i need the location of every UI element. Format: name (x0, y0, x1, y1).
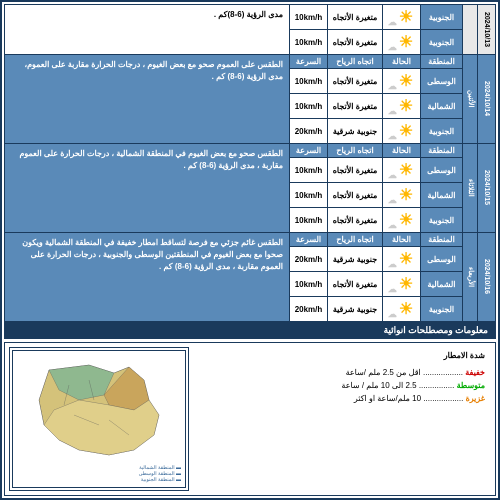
iraq-map: ▬ المنطقة الشمالية ▬ المنطقة الوسطى ▬ ال… (9, 347, 189, 491)
weather-icon: ☀☁ (383, 297, 421, 322)
rain-light: خفيفة .................. اقل من 2.5 ملم … (203, 368, 485, 377)
wind-direction: متغيرة الأتجاه (328, 208, 383, 233)
wind-direction: متغيرة الأتجاه (328, 183, 383, 208)
header-speed: السرعة (290, 233, 328, 247)
forecast-description: الطقس غائم جزئي مع فرصة لتساقط امطار خفي… (5, 233, 290, 322)
forecast-description: مدى الرؤية (6-8)كم . (5, 5, 290, 55)
region-cell: الوسطى (421, 158, 463, 183)
wind-speed: 10km/h (290, 5, 328, 30)
weather-icon: ☀☁ (383, 247, 421, 272)
day-cell: الأثنين (463, 55, 478, 144)
info-box: شدة الامطار خفيفة .................. اقل… (4, 342, 496, 496)
region-cell: الجنوبية (421, 5, 463, 30)
rain-moderate: متوسطة ................ 2.5 الى 10 ملم /… (203, 381, 485, 390)
wind-speed: 20km/h (290, 119, 328, 144)
wind-direction: متغيرة الأتجاه (328, 158, 383, 183)
wind-direction: متغيرة الأتجاه (328, 5, 383, 30)
header-winddir: اتجاه الرياح (328, 55, 383, 69)
wind-direction: متغيرة الأتجاه (328, 69, 383, 94)
weather-icon: ☀☁ (383, 272, 421, 297)
wind-direction: جنوبية شرقية (328, 119, 383, 144)
wind-speed: 10km/h (290, 158, 328, 183)
wind-speed: 10km/h (290, 94, 328, 119)
map-legend: ▬ المنطقة الشمالية ▬ المنطقة الوسطى ▬ ال… (17, 465, 181, 483)
region-cell: الشمالية (421, 272, 463, 297)
header-region: المنطقة (421, 144, 463, 158)
header-condition: الحالة (383, 233, 421, 247)
wind-speed: 10km/h (290, 272, 328, 297)
wind-speed: 10km/h (290, 208, 328, 233)
day-cell (463, 5, 478, 55)
region-cell: الوسطى (421, 69, 463, 94)
region-cell: الشمالية (421, 183, 463, 208)
wind-speed: 10km/h (290, 30, 328, 55)
header-condition: الحالة (383, 144, 421, 158)
day-cell: الثلاثاء (463, 144, 478, 233)
header-region: المنطقة (421, 233, 463, 247)
weather-document: 2024/10/13الجنوبية☀☁متغيرة الأتجاه10km/h… (0, 0, 500, 500)
region-cell: الجنوبية (421, 30, 463, 55)
weather-icon: ☀☁ (383, 69, 421, 94)
wind-speed: 20km/h (290, 247, 328, 272)
forecast-description: الطقس على العموم صحو مع بعض الغيوم ، درج… (5, 55, 290, 144)
header-speed: السرعة (290, 144, 328, 158)
wind-speed: 10km/h (290, 183, 328, 208)
rain-heavy: غزيرة .................. 10 ملم/ساعة او … (203, 394, 485, 403)
weather-icon: ☀☁ (383, 94, 421, 119)
wind-direction: متغيرة الأتجاه (328, 30, 383, 55)
region-cell: الجنوبية (421, 297, 463, 322)
region-cell: الشمالية (421, 94, 463, 119)
date-cell: 2024/10/14 (478, 55, 496, 144)
weather-icon: ☀☁ (383, 158, 421, 183)
header-condition: الحالة (383, 55, 421, 69)
forecast-table: 2024/10/13الجنوبية☀☁متغيرة الأتجاه10km/h… (4, 4, 496, 322)
header-speed: السرعة (290, 55, 328, 69)
forecast-description: الطقس صحو مع بعض الغيوم في المنطقة الشما… (5, 144, 290, 233)
header-winddir: اتجاه الرياح (328, 233, 383, 247)
info-section-title: معلومات ومصطلحات انوائية (4, 322, 496, 339)
header-winddir: اتجاه الرياح (328, 144, 383, 158)
region-cell: الوسطى (421, 247, 463, 272)
date-cell: 2024/10/16 (478, 233, 496, 322)
header-region: المنطقة (421, 55, 463, 69)
wind-speed: 10km/h (290, 69, 328, 94)
weather-icon: ☀☁ (383, 30, 421, 55)
rain-intensity-info: شدة الامطار خفيفة .................. اقل… (193, 343, 495, 495)
rain-title: شدة الامطار (203, 351, 485, 360)
wind-direction: متغيرة الأتجاه (328, 272, 383, 297)
day-cell: الأربعاء (463, 233, 478, 322)
wind-direction: جنوبية شرقية (328, 297, 383, 322)
wind-direction: جنوبية شرقية (328, 247, 383, 272)
date-cell: 2024/10/13 (478, 5, 496, 55)
region-cell: الجنوبية (421, 119, 463, 144)
region-cell: الجنوبية (421, 208, 463, 233)
weather-icon: ☀☁ (383, 5, 421, 30)
weather-icon: ☀☁ (383, 183, 421, 208)
wind-speed: 20km/h (290, 297, 328, 322)
weather-icon: ☀☁ (383, 119, 421, 144)
wind-direction: متغيرة الأتجاه (328, 94, 383, 119)
date-cell: 2024/10/15 (478, 144, 496, 233)
weather-icon: ☀☁ (383, 208, 421, 233)
